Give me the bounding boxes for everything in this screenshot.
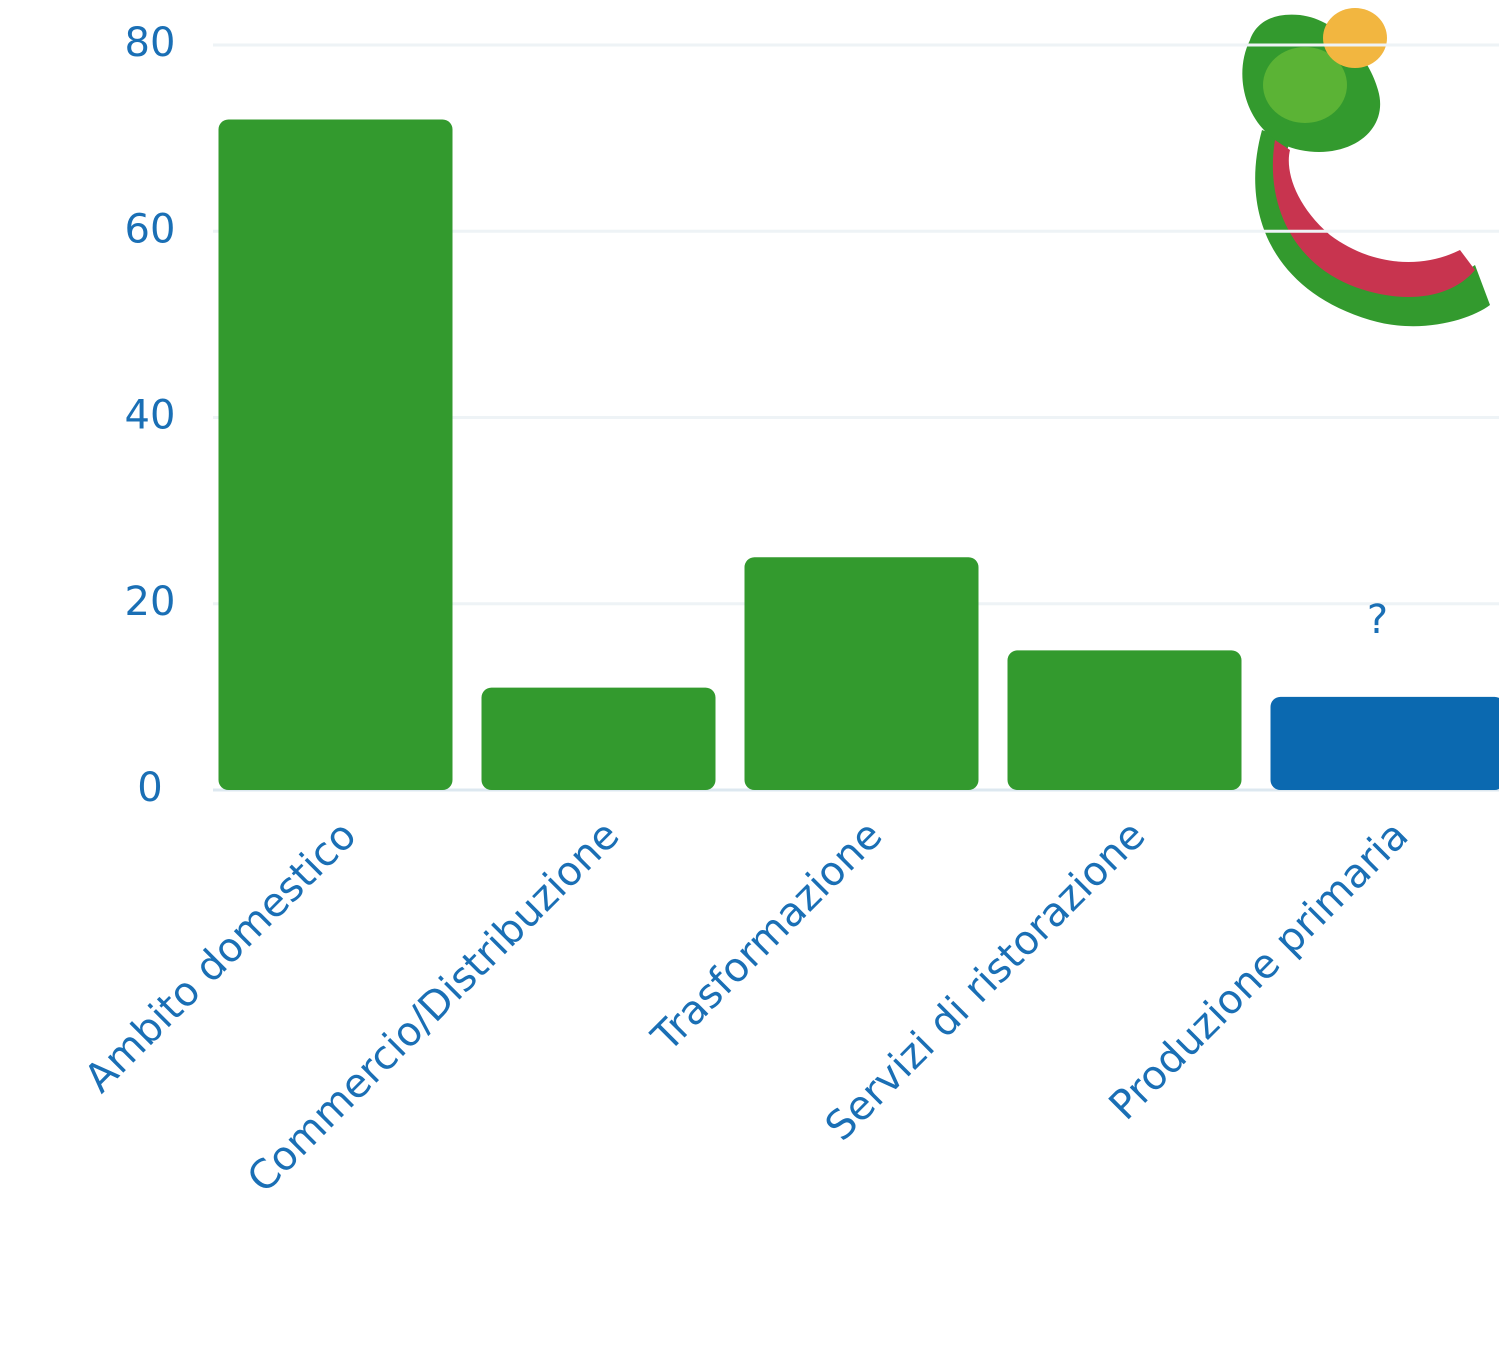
y-tick-label: 0 bbox=[137, 765, 162, 811]
y-tick-label: 60 bbox=[125, 206, 176, 252]
x-tick-label: Ambito domestico bbox=[76, 812, 365, 1101]
illustration bbox=[1242, 8, 1490, 327]
bar bbox=[1007, 650, 1242, 790]
bar bbox=[744, 557, 979, 790]
annotation: ? bbox=[1367, 597, 1388, 643]
x-tick-label: Trasformazione bbox=[643, 812, 892, 1061]
bar bbox=[218, 119, 453, 790]
x-tick-label: Produzione primaria bbox=[1101, 812, 1418, 1129]
y-tick-label: 20 bbox=[125, 579, 176, 625]
y-tick-label: 40 bbox=[125, 393, 176, 439]
bar bbox=[481, 687, 716, 790]
y-tick-label: 80 bbox=[125, 20, 176, 66]
bar bbox=[1270, 696, 1499, 790]
